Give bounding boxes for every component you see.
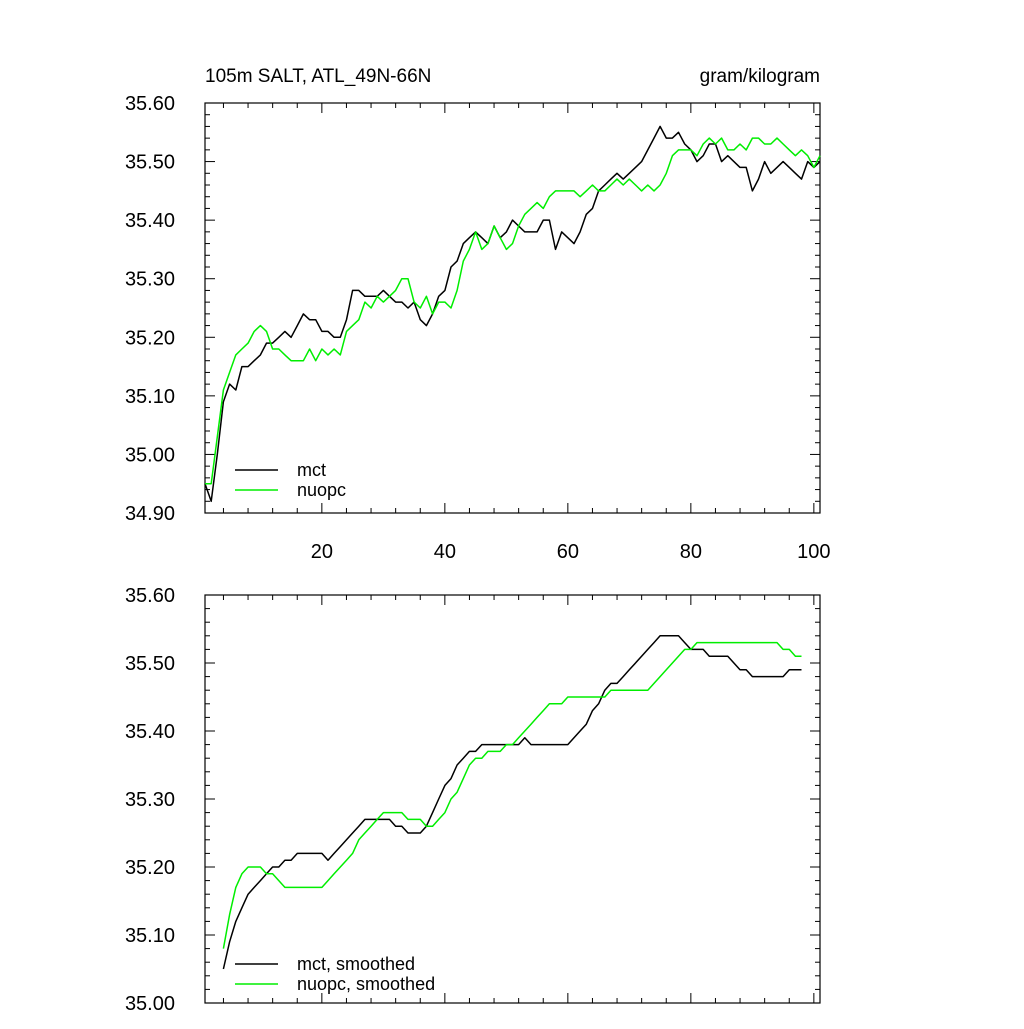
y-tick-label: 35.60	[125, 585, 175, 607]
y-tick-label: 35.10	[125, 925, 175, 947]
y-tick-label: 35.30	[125, 269, 175, 291]
y-tick-label: 35.00	[125, 993, 175, 1015]
x-tick-label: 20	[311, 541, 333, 563]
y-tick-label: 34.90	[125, 503, 175, 525]
legend-label: mct	[297, 460, 326, 480]
x-tick-label: 40	[434, 541, 456, 563]
series-line-nuopc-smoothed	[222, 641, 802, 949]
x-tick-label: 60	[557, 541, 579, 563]
series-line-mct-smoothed	[222, 635, 802, 970]
y-tick-label: 35.50	[125, 152, 175, 174]
y-tick-label: 35.20	[125, 857, 175, 879]
series-line-mct	[204, 125, 821, 503]
y-tick-label: 35.40	[125, 210, 175, 232]
chart-title: 105m SALT, ATL_49N-66N	[205, 66, 431, 87]
x-tick-label: 80	[680, 541, 702, 563]
chart-units: gram/kilogram	[700, 66, 820, 87]
legend-label: nuopc	[297, 480, 346, 500]
legend-label: mct, smoothed	[297, 954, 415, 974]
x-tick-label: 100	[797, 541, 830, 563]
bottom-plot: 35.00 35.10 35.20 35.30 35.40 35.50 35.60 mct, …	[125, 585, 821, 1015]
y-tick-label: 35.30	[125, 789, 175, 811]
y-tick-label: 35.40	[125, 721, 175, 743]
top-plot: 34.90 35.00 35.10 35.20 35.30 35.40 35.50 35.60…	[125, 93, 831, 563]
y-tick-label: 35.20	[125, 327, 175, 349]
y-tick-label: 35.60	[125, 93, 175, 115]
series-line-nuopc	[205, 137, 821, 485]
y-tick-label: 35.50	[125, 653, 175, 675]
plot-frame	[204, 102, 821, 514]
y-tick-label: 35.10	[125, 386, 175, 408]
legend-label: nuopc, smoothed	[297, 974, 435, 994]
y-tick-label: 35.00	[125, 444, 175, 466]
